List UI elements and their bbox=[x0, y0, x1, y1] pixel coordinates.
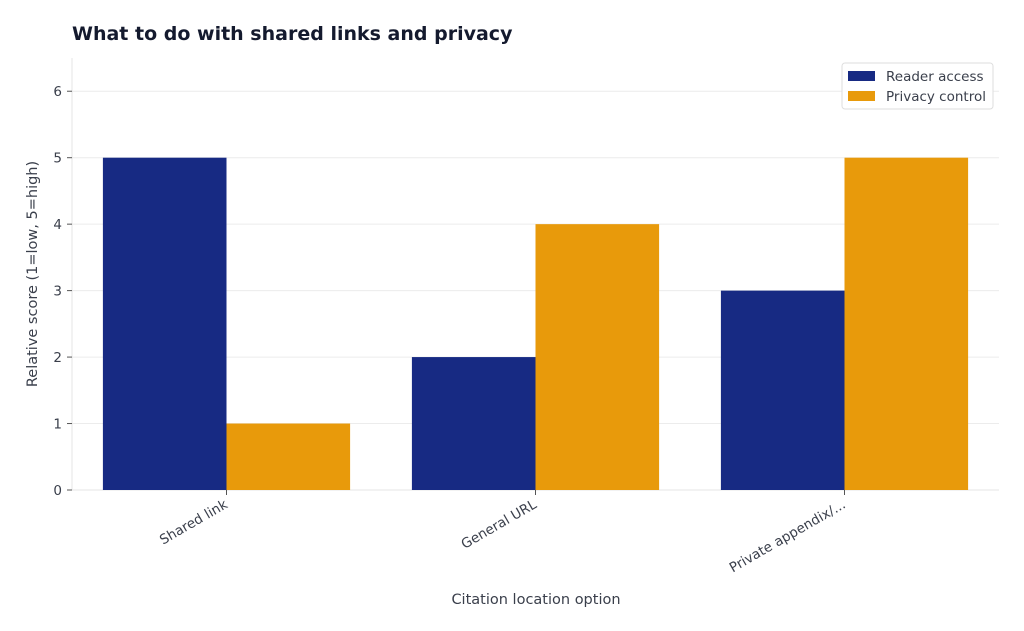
legend-swatch bbox=[848, 71, 875, 81]
legend: Reader access Privacy control bbox=[841, 62, 994, 110]
bar-privacy-control bbox=[226, 423, 351, 490]
bar-privacy-control bbox=[844, 157, 969, 490]
y-tick-label: 5 bbox=[53, 151, 62, 167]
y-tick-label: 4 bbox=[53, 217, 62, 233]
bar-reader-access bbox=[411, 357, 536, 490]
bar-privacy-control bbox=[535, 224, 660, 490]
bar-reader-access bbox=[720, 290, 845, 490]
legend-box bbox=[841, 62, 994, 110]
legend-label: Privacy control bbox=[886, 89, 986, 105]
x-tick-label: Shared link bbox=[157, 497, 231, 549]
bars bbox=[102, 157, 969, 490]
legend-swatch bbox=[848, 91, 875, 101]
x-axis-label: Citation location option bbox=[451, 592, 620, 608]
legend-label: Reader access bbox=[886, 69, 984, 85]
x-tick-label: Private appendix/... bbox=[727, 497, 849, 577]
y-tick-label: 1 bbox=[53, 417, 62, 433]
y-tick-label: 3 bbox=[53, 284, 62, 300]
x-tick-label: General URL bbox=[459, 496, 540, 552]
chart-title: What to do with shared links and privacy bbox=[72, 23, 513, 45]
y-tick-label: 6 bbox=[53, 84, 62, 100]
y-axis-label: Relative score (1=low, 5=high) bbox=[25, 161, 41, 387]
bar-reader-access bbox=[102, 157, 227, 490]
y-tick-label: 0 bbox=[53, 483, 62, 499]
y-tick-label: 2 bbox=[53, 350, 62, 366]
x-axis-ticks: Shared link General URL Private appendix/.… bbox=[157, 490, 849, 576]
y-axis-ticks: 0 1 2 3 4 5 6 bbox=[53, 84, 72, 499]
